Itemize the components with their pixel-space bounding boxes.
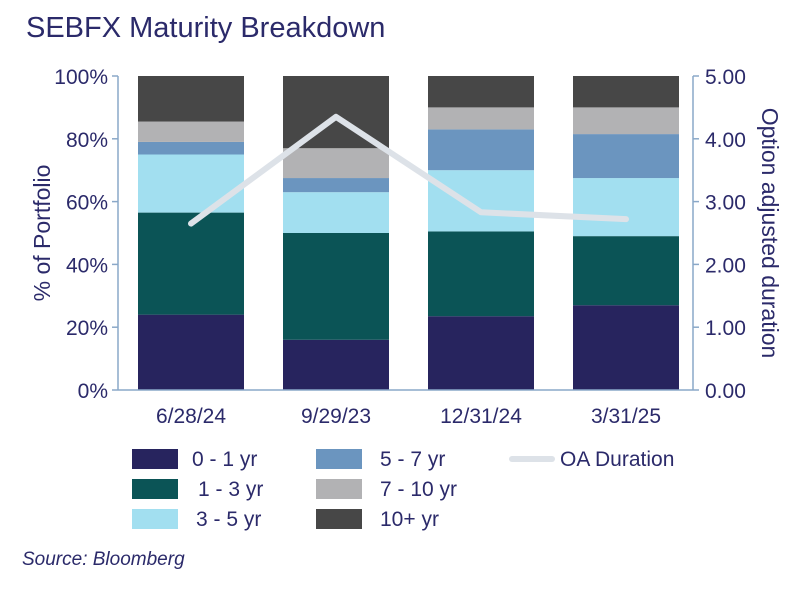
bar-segment-3-31-25-7-10-yr <box>573 107 679 135</box>
bar-segment-3-31-25-5-7-yr <box>573 134 679 179</box>
left-tick-label: 60% <box>66 192 108 215</box>
bar-segment-9-29-23-0-1-yr <box>283 339 389 390</box>
bar-segment-9-29-23-7-10-yr <box>283 148 389 179</box>
axes-layer: 0% 20% 40% 60% 80% 100% 0.00 1.00 2.00 3.00 4.00 5.… <box>29 66 783 428</box>
left-tick-label: 40% <box>66 254 108 277</box>
right-tick-label: 1.00 <box>705 317 746 340</box>
right-tick-label: 5.00 <box>705 66 746 89</box>
bar-segment-6-28-24-0-1-yr <box>138 314 244 390</box>
legend-label: 7 - 10 yr <box>380 478 457 501</box>
left-tick-label: 0% <box>78 380 108 403</box>
bar-segment-9-29-23-1-3-yr <box>283 233 389 340</box>
x-tick-label: 3/31/25 <box>591 405 661 428</box>
bar-segment-3-31-25-10-yr <box>573 76 679 108</box>
right-tick-label: 2.00 <box>705 254 746 277</box>
legend-label: 10+ yr <box>380 508 439 531</box>
left-tick-label: 100% <box>54 66 108 89</box>
source-note: Source: Bloomberg <box>22 549 185 570</box>
bar-segment-9-29-23-10-yr <box>283 76 389 149</box>
bar-segment-12-31-24-10-yr <box>428 76 534 108</box>
bars-layer <box>138 76 679 390</box>
bar-segment-12-31-24-1-3-yr <box>428 231 534 317</box>
y-axis-title: % of Portfolio <box>29 165 55 302</box>
legend-label: 0 - 1 yr <box>192 448 257 471</box>
right-tick-label: 0.00 <box>705 380 746 403</box>
y2-axis-title: Option adjusted duration <box>757 108 783 359</box>
bar-segment-6-28-24-3-5-yr <box>138 154 244 213</box>
bar-segment-6-28-24-5-7-yr <box>138 141 244 155</box>
oa-duration-line <box>188 113 629 227</box>
bar-segment-3-31-25-3-5-yr <box>573 178 679 237</box>
bar-segment-3-31-25-0-1-yr <box>573 305 679 390</box>
left-tick-label: 20% <box>66 317 108 340</box>
bar-segment-6-28-24-7-10-yr <box>138 121 244 142</box>
duration-line-layer <box>188 113 629 227</box>
legend: 0 - 1 yr 1 - 3 yr 3 - 5 yr 5 - 7 yr 7 - 10 y… <box>132 448 674 531</box>
legend-swatch-7-10-yr <box>316 479 362 499</box>
legend-label: 3 - 5 yr <box>196 508 261 531</box>
legend-swatch-5-7-yr <box>316 449 362 469</box>
legend-label: 5 - 7 yr <box>380 448 445 471</box>
right-tick-label: 3.00 <box>705 192 746 215</box>
bar-segment-12-31-24-0-1-yr <box>428 316 534 390</box>
bar-segment-6-28-24-1-3-yr <box>138 212 244 315</box>
bar-segment-9-29-23-3-5-yr <box>283 192 389 233</box>
right-tick-label: 4.00 <box>705 129 746 152</box>
legend-swatch-1-3-yr <box>132 479 178 499</box>
bar-segment-6-28-24-10-yr <box>138 76 244 122</box>
bar-segment-12-31-24-7-10-yr <box>428 107 534 130</box>
legend-swatch-3-5-yr <box>132 509 178 529</box>
legend-swatch-0-1-yr <box>132 449 178 469</box>
left-tick-label: 80% <box>66 129 108 152</box>
bar-segment-12-31-24-3-5-yr <box>428 170 534 232</box>
chart-title: SEBFX Maturity Breakdown <box>26 12 386 44</box>
bar-segment-3-31-25-1-3-yr <box>573 236 679 306</box>
legend-label: OA Duration <box>560 448 674 471</box>
bar-segment-9-29-23-5-7-yr <box>283 178 389 193</box>
legend-label: 1 - 3 yr <box>198 478 263 501</box>
legend-swatch-10-yr <box>316 509 362 529</box>
x-tick-label: 12/31/24 <box>440 405 522 428</box>
x-tick-label: 6/28/24 <box>156 405 226 428</box>
bar-segment-12-31-24-5-7-yr <box>428 129 534 171</box>
x-tick-label: 9/29/23 <box>301 405 371 428</box>
